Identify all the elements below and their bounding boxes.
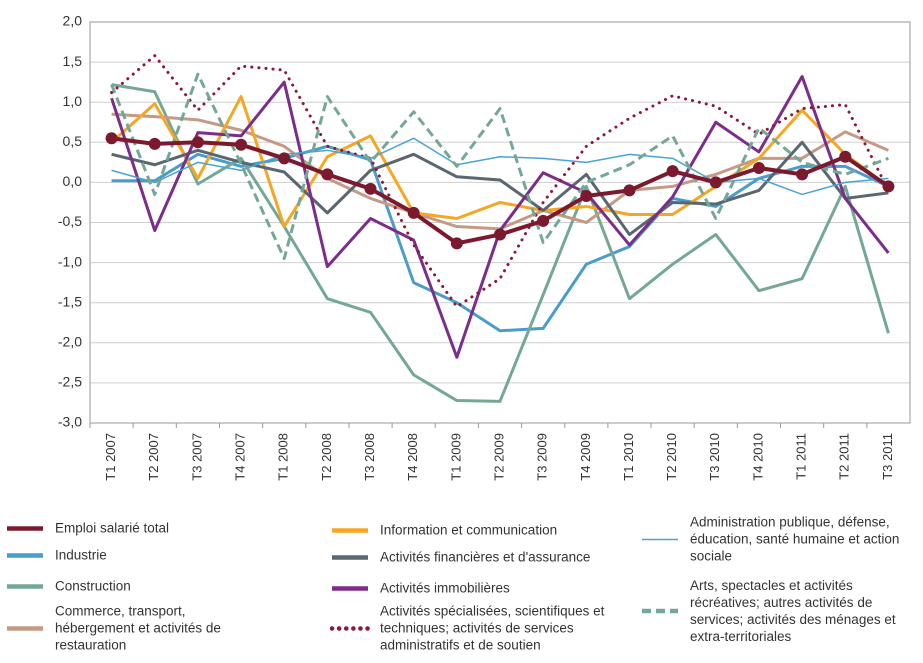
point-marker: [537, 214, 550, 227]
legend-swatch: [7, 552, 43, 558]
legend-label: Administration publique, défense, éducat…: [690, 514, 900, 564]
y-tick-label: -1,0: [58, 253, 82, 269]
x-tick-label: T1 2011: [794, 433, 809, 480]
legend-entry: Activités immobilières: [330, 580, 630, 597]
point-marker: [882, 180, 895, 193]
series-line: [110, 95, 890, 229]
point-marker: [709, 176, 722, 189]
legend-entry: Industrie: [5, 547, 245, 564]
legend-entry: Arts, spectacles et activités récréative…: [640, 577, 920, 645]
point-marker: [494, 228, 506, 241]
x-tick-label: T3 2011: [880, 433, 895, 480]
legend-entry: Information et communication: [330, 522, 630, 539]
x-tick-label: T2 2007: [146, 433, 161, 481]
legend-label: Arts, spectacles et activités récréative…: [690, 578, 896, 644]
point-marker: [278, 152, 291, 165]
legend-swatch: [332, 527, 368, 533]
point-marker: [321, 168, 334, 181]
legend-entry: Commerce, transport, hébergement et acti…: [5, 603, 245, 654]
y-tick-label: -3,0: [58, 414, 82, 430]
x-tick-label: T4 2009: [578, 433, 593, 481]
legend-label: Commerce, transport, hébergement et acti…: [55, 603, 221, 653]
y-tick-label: -0,5: [58, 213, 82, 229]
x-tick-label: T4 2007: [232, 433, 247, 481]
y-tick-label: 2,0: [63, 13, 83, 29]
legend-entry: Emploi salarié total: [5, 520, 245, 537]
x-tick-label: T2 2008: [319, 433, 334, 481]
legend-swatch: [7, 583, 43, 589]
series-line: [111, 137, 889, 196]
legend-label: Activités immobilières: [380, 580, 510, 596]
y-tick-label: -1,5: [58, 293, 82, 309]
point-marker: [235, 138, 248, 151]
chart: -3,0 -2,5 -2,0 -1,5 -1,0 -0,5 0,0 0,5 1,0 1,5 2,0 T…: [58, 13, 911, 481]
x-tick-label: T1 2009: [448, 433, 463, 481]
legend-label: Activités financières et d'assurance: [380, 549, 591, 565]
legend-swatch: [642, 538, 678, 540]
point-marker: [580, 190, 593, 203]
point-marker: [364, 182, 377, 195]
series-line: [110, 72, 889, 261]
point-marker: [666, 165, 679, 178]
x-tick-label: T3 2010: [707, 433, 722, 481]
x-tick-label: T2 2010: [664, 433, 679, 481]
point-marker: [839, 150, 852, 163]
x-tick-label: T2 2009: [491, 433, 506, 481]
y-tick-label: 0,0: [63, 173, 83, 189]
legend-swatch: [332, 585, 368, 591]
legend-label: Information et communication: [380, 522, 558, 538]
point-marker: [407, 206, 420, 219]
y-tick-label: 0,5: [63, 133, 83, 149]
legend-swatch: [7, 625, 43, 631]
y-tick-label: 1,5: [63, 53, 83, 69]
legend-entry: Activités spécialisées, scientifiques et…: [330, 603, 630, 654]
y-tick-label: -2,5: [58, 374, 82, 390]
x-tick-label: T4 2010: [750, 433, 765, 481]
legend-entry: Activités financières et d'assurance: [330, 549, 630, 566]
legend-label: Industrie: [55, 547, 107, 563]
x-tick-label: T1 2008: [276, 433, 291, 481]
y-tick-label: 1,0: [63, 93, 83, 109]
y-tick-label: -2,0: [58, 334, 82, 350]
legend-label: Activités spécialisées, scientifiques et…: [380, 603, 605, 653]
x-tick-label: T3 2009: [535, 433, 550, 481]
point-marker: [796, 168, 809, 181]
legend-label: Emploi salarié total: [55, 520, 170, 536]
legend-swatch: [330, 625, 370, 631]
legend-swatch: [642, 608, 678, 614]
legend-label: Construction: [55, 578, 131, 594]
point-marker: [623, 184, 636, 197]
x-tick-label: T2 2011: [837, 433, 852, 480]
point-marker: [450, 237, 463, 250]
point-marker: [105, 132, 118, 145]
series-line: [111, 83, 890, 403]
x-tick-label: T1 2010: [621, 433, 636, 481]
x-tick-label: T1 2007: [103, 433, 118, 481]
plot-frame: [89, 21, 911, 424]
legend-entry: Administration publique, défense, éducat…: [640, 514, 920, 565]
legend-swatch: [332, 554, 368, 560]
point-marker: [752, 161, 765, 174]
x-tick-label: T3 2008: [362, 433, 377, 481]
legend-entry: Construction: [5, 578, 245, 595]
x-tick-label: T3 2007: [189, 433, 204, 481]
legend-swatch: [7, 525, 43, 531]
point-marker: [191, 136, 204, 149]
x-tick-label: T4 2008: [405, 433, 420, 481]
point-marker: [148, 137, 161, 150]
